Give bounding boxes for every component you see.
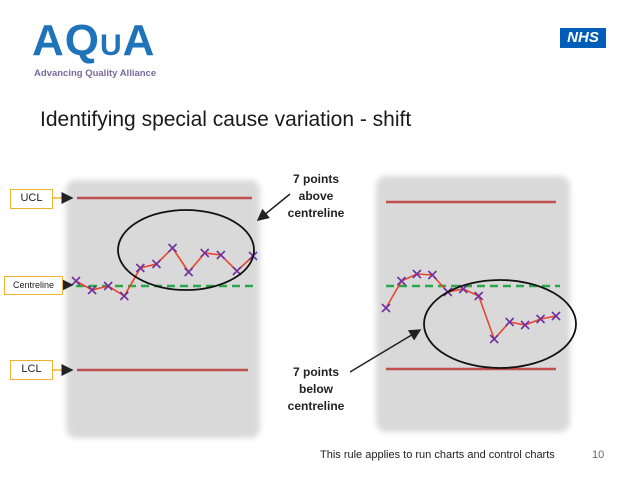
below-annotation: 7 points below centreline bbox=[278, 364, 354, 415]
below-annotation-line-2: below bbox=[298, 382, 333, 396]
right-chart-point-1 bbox=[381, 303, 391, 313]
right-chart-point-4 bbox=[427, 270, 437, 280]
right-chart-panel bbox=[376, 176, 570, 432]
page-number: 10 bbox=[592, 449, 605, 461]
right-chart-point-9 bbox=[505, 317, 515, 327]
slide-title: Identifying special cause variation - sh… bbox=[40, 108, 412, 131]
left-chart-panel bbox=[66, 180, 260, 438]
lcl-label: LCL bbox=[10, 360, 53, 380]
right-chart-point-7 bbox=[474, 291, 484, 301]
above-annotation-line-3: centreline bbox=[287, 206, 345, 220]
left-chart-point-2 bbox=[87, 285, 97, 295]
left-chart-point-6 bbox=[151, 259, 162, 269]
below-annotation-line-3: centreline bbox=[287, 399, 345, 413]
left-chart-point-5 bbox=[135, 263, 145, 273]
below-annotation-line-1: 7 points bbox=[292, 365, 339, 379]
right-chart-point-12 bbox=[551, 311, 561, 321]
logo-tagline: Advancing Quality Alliance bbox=[34, 68, 157, 79]
nhs-logo: NHS bbox=[560, 28, 606, 48]
aqua-logo: AQUA Advancing Quality Alliance bbox=[30, 16, 170, 84]
right-chart-point-2 bbox=[396, 276, 407, 286]
right-chart-line bbox=[385, 273, 557, 341]
left-chart-point-4 bbox=[119, 291, 129, 301]
left-highlight-ellipse bbox=[117, 209, 255, 291]
left-chart-point-8 bbox=[184, 267, 194, 277]
left-chart-point-7 bbox=[167, 243, 178, 253]
footer-note: This rule applies to run charts and cont… bbox=[320, 449, 555, 461]
left-chart-point-9 bbox=[200, 248, 210, 258]
above-annotation: 7 points above centreline bbox=[278, 171, 354, 222]
right-chart-point-3 bbox=[412, 269, 422, 279]
ucl-label: UCL bbox=[10, 189, 53, 209]
right-highlight-ellipse bbox=[423, 279, 577, 369]
above-annotation-line-2: above bbox=[298, 189, 334, 203]
right-chart-point-11 bbox=[535, 314, 546, 324]
left-chart-point-3 bbox=[103, 281, 113, 291]
logo-wordmark: AQUA bbox=[32, 16, 156, 65]
above-annotation-line-1: 7 points bbox=[292, 172, 339, 186]
right-chart-point-10 bbox=[520, 320, 530, 330]
above-arrow bbox=[256, 193, 291, 221]
left-chart-point-10 bbox=[216, 250, 226, 260]
below-arrow bbox=[349, 329, 422, 373]
right-chart-point-8 bbox=[489, 334, 499, 344]
centreline-label: Centreline bbox=[4, 276, 63, 295]
